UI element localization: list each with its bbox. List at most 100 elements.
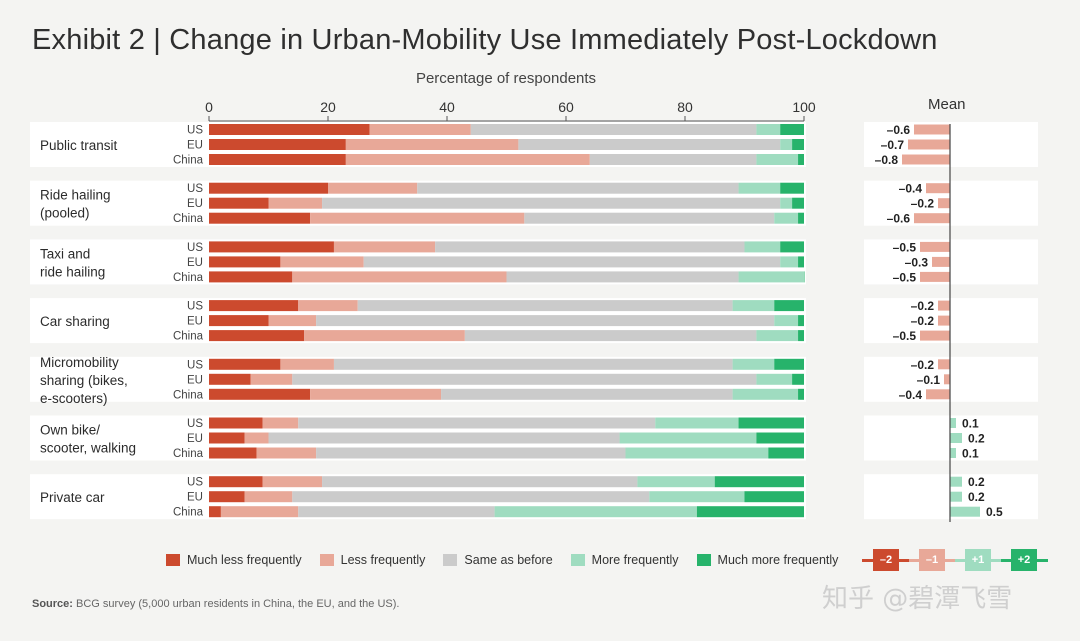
region-label: US bbox=[187, 242, 203, 254]
legend-swatch-much-more bbox=[696, 554, 711, 566]
mean-value-label: –0.5 bbox=[893, 329, 917, 343]
legend-label-same: Same as before bbox=[464, 553, 553, 567]
mean-value-label: –0.2 bbox=[911, 299, 935, 313]
mean-value-label: –0.4 bbox=[899, 182, 923, 196]
bar-segment-much-less bbox=[209, 154, 346, 165]
bar-segment-same bbox=[470, 124, 757, 135]
region-label: EU bbox=[187, 198, 203, 210]
bar-segment-same bbox=[357, 300, 733, 312]
group-label: Ride hailing bbox=[40, 188, 111, 203]
mean-bar bbox=[938, 198, 950, 209]
mean-scale-key: –2 –1 +1 +2 bbox=[862, 549, 1048, 571]
bar-segment-same bbox=[322, 476, 638, 488]
mean-band bbox=[864, 298, 1038, 344]
bar-segment-much-more bbox=[768, 447, 804, 459]
bar-segment-more bbox=[625, 447, 769, 459]
region-label: China bbox=[173, 331, 204, 343]
bar-segment-less bbox=[268, 315, 317, 327]
bar-segment-same bbox=[333, 358, 733, 370]
group-label: ride hailing bbox=[40, 264, 105, 279]
region-label: China bbox=[173, 155, 204, 167]
legend-item-less: Less frequently bbox=[319, 553, 425, 567]
bar-segment-much-more bbox=[744, 491, 804, 503]
region-label: EU bbox=[187, 492, 203, 504]
bar-segment-same bbox=[316, 447, 626, 459]
mean-value-label: –0.5 bbox=[893, 270, 917, 284]
bar-segment-more bbox=[655, 417, 739, 429]
bar-segment-less bbox=[250, 373, 293, 385]
bar-segment-less bbox=[369, 124, 471, 135]
page-title: Exhibit 2 | Change in Urban-Mobility Use… bbox=[32, 24, 938, 56]
bar-segment-same bbox=[363, 256, 781, 268]
group-label: scooter, walking bbox=[40, 441, 136, 456]
bar-segment-much-less bbox=[209, 241, 334, 253]
bar-segment-much-more bbox=[780, 241, 804, 253]
legend-label-much-less: Much less frequently bbox=[187, 553, 302, 567]
mean-bar bbox=[920, 330, 950, 341]
bar-segment-less bbox=[333, 241, 436, 253]
bar-segment-more bbox=[780, 139, 793, 150]
mean-value-label: –0.6 bbox=[887, 212, 911, 226]
bar-segment-much-less bbox=[209, 197, 269, 209]
bar-segment-much-more bbox=[792, 139, 804, 150]
scale-minus-2: –2 bbox=[873, 549, 899, 571]
mean-value-label: –0.2 bbox=[911, 314, 935, 328]
mean-bar bbox=[902, 154, 950, 165]
bar-segment-much-less bbox=[209, 432, 245, 444]
mean-bar bbox=[908, 139, 950, 150]
bar-segment-much-more bbox=[792, 197, 804, 209]
bar-segment-much-less bbox=[209, 373, 251, 385]
mean-bar bbox=[920, 241, 950, 252]
mean-bar bbox=[950, 491, 962, 502]
bar-segment-less bbox=[280, 358, 334, 370]
bar-segment-more bbox=[780, 256, 799, 268]
bar-segment-more bbox=[756, 330, 799, 342]
bar-segment-less bbox=[244, 491, 293, 503]
group-label: sharing (bikes, bbox=[40, 373, 128, 388]
legend-swatch-same bbox=[443, 554, 458, 566]
bar-segment-much-more bbox=[792, 373, 804, 385]
bar-segment-less bbox=[345, 139, 519, 150]
mean-band bbox=[864, 122, 1038, 167]
mean-value-label: 0.1 bbox=[962, 447, 979, 461]
bar-segment-less bbox=[310, 388, 442, 400]
bar-segment-much-less bbox=[209, 315, 269, 327]
bar-segment-much-less bbox=[209, 330, 305, 342]
bar-segment-much-less bbox=[209, 300, 299, 312]
bar-segment-more bbox=[732, 388, 799, 400]
region-label: US bbox=[187, 359, 203, 371]
bar-segment-more bbox=[637, 476, 715, 488]
group-label: Taxi and bbox=[40, 246, 90, 261]
bar-segment-more bbox=[619, 432, 757, 444]
mean-column-title: Mean bbox=[928, 96, 966, 113]
bar-segment-much-more bbox=[774, 358, 804, 370]
mean-value-label: 0.2 bbox=[968, 475, 985, 489]
group-label: Micromobility bbox=[40, 355, 119, 370]
bar-segment-much-less bbox=[209, 491, 245, 503]
bar-segment-much-more bbox=[798, 212, 804, 224]
bar-segment-more bbox=[774, 212, 799, 224]
region-label: US bbox=[187, 477, 203, 489]
bar-segment-much-more bbox=[780, 182, 804, 194]
bar-segment-much-less bbox=[209, 271, 293, 283]
bar-segment-less bbox=[256, 447, 317, 459]
mean-band bbox=[864, 356, 1038, 402]
legend-swatch-less bbox=[319, 554, 334, 566]
mean-bar bbox=[914, 124, 950, 135]
bar-segment-same bbox=[292, 491, 650, 503]
scale-plus-1: +1 bbox=[965, 549, 991, 571]
group-label: (pooled) bbox=[40, 206, 90, 221]
mean-value-label: 0.2 bbox=[968, 432, 985, 446]
bar-segment-same bbox=[268, 432, 620, 444]
mean-value-label: –0.3 bbox=[905, 255, 929, 269]
region-label: China bbox=[173, 507, 204, 519]
bar-segment-much-more bbox=[774, 300, 804, 312]
bar-segment-more bbox=[756, 154, 799, 165]
bar-segment-same bbox=[298, 417, 656, 429]
bar-segment-same bbox=[298, 506, 495, 518]
bar-segment-same bbox=[316, 315, 775, 327]
mean-bar bbox=[950, 418, 956, 428]
legend-item-same: Same as before bbox=[443, 553, 553, 567]
stacked-bar-chart: 0 20 40 60 80 100 Public transit US –0.6 EU –0.7 Ch… bbox=[30, 99, 1038, 522]
mean-bar bbox=[938, 315, 950, 326]
